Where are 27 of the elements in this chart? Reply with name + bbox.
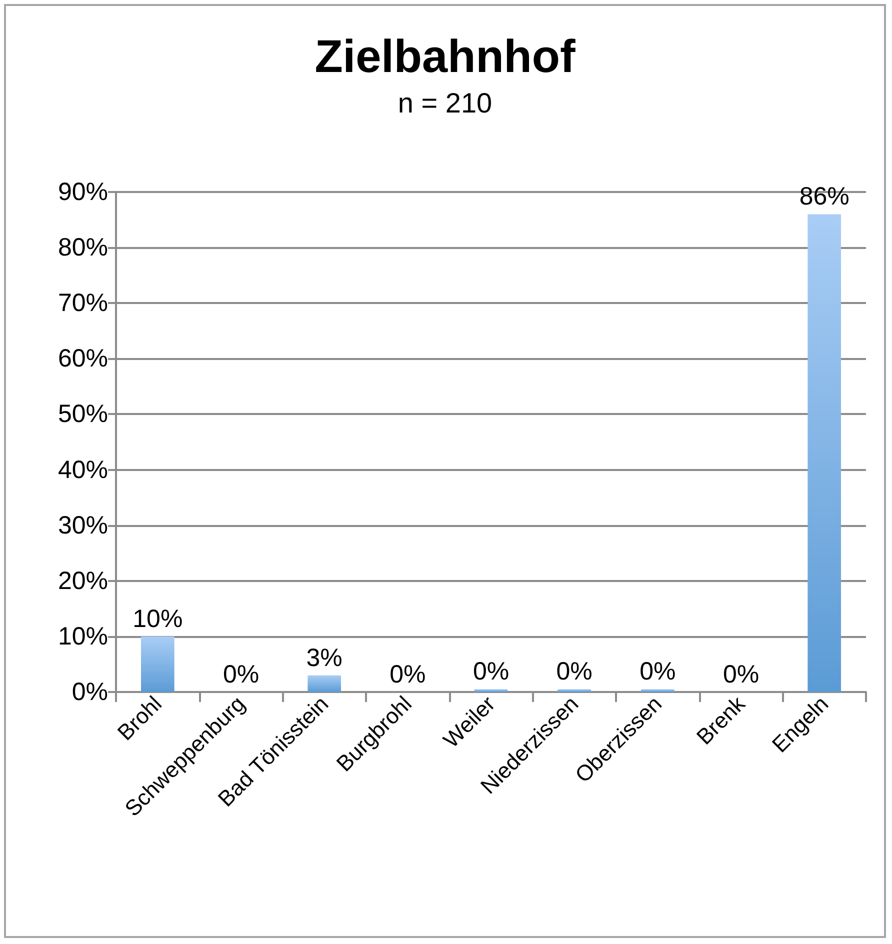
data-label: 10% [132, 604, 183, 633]
y-tick-label: 30% [58, 511, 108, 540]
data-label: 86% [799, 182, 850, 211]
y-tick-label: 20% [58, 566, 108, 595]
y-tick-label: 80% [58, 234, 108, 262]
bar [308, 675, 341, 692]
bar [808, 214, 841, 692]
y-tick-label: 40% [58, 456, 108, 484]
y-tick-label: 60% [58, 344, 108, 373]
data-label: 0% [390, 660, 426, 688]
bar [141, 636, 174, 692]
bar [474, 689, 508, 692]
data-label: 0% [222, 660, 260, 688]
data-label: 0% [640, 658, 676, 686]
bar [641, 689, 674, 692]
data-label: 0% [556, 658, 592, 686]
y-tick-label: 90% [58, 178, 108, 206]
data-label: 0% [472, 658, 510, 686]
chart-subtitle: n = 210 [398, 88, 492, 118]
y-tick-label: 10% [58, 622, 108, 650]
data-label: 3% [306, 644, 342, 672]
y-tick-label: 0% [72, 678, 108, 706]
y-tick-label: 70% [58, 289, 108, 318]
y-tick-label: 50% [58, 400, 108, 428]
chart-title: Zielbahnhof [314, 30, 576, 82]
data-label: 0% [722, 660, 760, 688]
bar [558, 689, 591, 692]
